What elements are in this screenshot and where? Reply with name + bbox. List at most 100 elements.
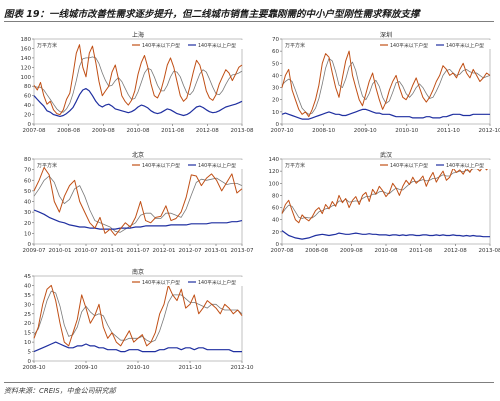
- wuhan-series-small-unit: [281, 164, 491, 224]
- shenzhen-legend-label-large-unit: 140平米以上户型: [446, 42, 484, 49]
- beijing-y-tick-label: 60: [24, 178, 31, 184]
- beijing-y-tick-label: 20: [24, 221, 31, 227]
- beijing-legend-label-large-unit: 140平米以上户型: [198, 162, 236, 169]
- beijing-x-tick-label: 2011-01: [101, 248, 124, 254]
- beijing-x-tick-label: 2009-07: [23, 248, 46, 254]
- wuhan-legend-label-small-unit: 140平米以下户型: [390, 162, 428, 169]
- shenzhen-series-large-unit: [281, 108, 490, 120]
- shanghai-x-tick-label: 2009-08: [92, 128, 115, 134]
- wuhan-x-tick-label: 2009-08: [340, 248, 363, 254]
- shanghai-x-tick-label: 2008-08: [57, 128, 80, 134]
- shenzhen-y-tick-label: 50: [272, 61, 279, 67]
- nanjing-legend-label-small-unit: 140平米以下户型: [142, 279, 180, 286]
- wuhan-y-tick-label: 20: [272, 230, 279, 236]
- wuhan-y-axis-label: 万平方米: [285, 162, 305, 169]
- shenzhen-legend-label-small-unit: 140平米以下户型: [390, 42, 428, 49]
- beijing-y-tick-label: 70: [24, 168, 31, 174]
- shanghai-series-small-unit-average: [33, 56, 243, 113]
- nanjing-y-tick-label: 40: [24, 283, 31, 289]
- shenzhen-y-tick-label: 10: [272, 110, 279, 116]
- shanghai-y-tick-label: 20: [24, 113, 31, 119]
- beijing-y-tick-label: 50: [24, 189, 31, 195]
- wuhan-y-tick-label: 140: [269, 157, 280, 163]
- shenzhen-y-tick-label: 70: [272, 37, 279, 43]
- shenzhen-x-tick-label: 2012-10: [479, 128, 500, 134]
- beijing-chart-title: 北京: [132, 151, 144, 159]
- beijing-y-tick-label: 80: [24, 157, 31, 163]
- nanjing-y-tick-label: 10: [24, 340, 31, 346]
- beijing-x-tick-label: 2012-01: [153, 248, 176, 254]
- beijing-series-small-unit: [33, 167, 243, 236]
- shenzhen-y-tick-label: 40: [272, 73, 279, 79]
- nanjing-plot-frame: [33, 275, 243, 362]
- nanjing-series-small-unit-average: [33, 290, 243, 343]
- shenzhen-y-axis-label: 万平方米: [285, 42, 305, 49]
- shanghai-y-tick-label: 180: [21, 37, 32, 43]
- wuhan-series-small-unit-average: [281, 167, 491, 219]
- wuhan-x-tick-label: 2011-08: [409, 248, 432, 254]
- shanghai-x-tick-label: 2012-08: [196, 128, 219, 134]
- beijing-x-tick-label: 2013-07: [231, 248, 254, 254]
- nanjing-chart: 0 5 10 15 20 25 30 35 40 45 2008-10 2009-10 2010-10 2…: [23, 268, 254, 371]
- wuhan-y-tick-label: 0: [276, 242, 280, 248]
- beijing-x-tick-label: 2013-01: [205, 248, 228, 254]
- shenzhen-y-tick-label: 60: [272, 49, 279, 55]
- beijing-y-tick-label: 40: [24, 200, 31, 206]
- beijing-legend: [129, 160, 243, 169]
- beijing-y-tick-label: 30: [24, 210, 31, 216]
- nanjing-y-tick-label: 45: [24, 274, 31, 280]
- beijing-series-small-unit-average: [33, 175, 243, 233]
- shenzhen-chart: 0 10 20 30 40 50 60 70 2007-10 2008-10 2009-10 2010…: [271, 31, 500, 134]
- nanjing-legend: [129, 277, 243, 286]
- shanghai-y-tick-label: 140: [21, 56, 32, 62]
- shanghai-y-tick-label: 120: [21, 65, 32, 71]
- beijing-legend-label-small-unit: 140平米以下户型: [142, 162, 180, 169]
- source-note: 资料来源：CREIS，中金公司研究部: [4, 387, 116, 395]
- shanghai-y-tick-label: 60: [24, 94, 31, 100]
- shanghai-chart-title: 上海: [132, 31, 144, 39]
- shanghai-x-tick-label: 2007-08: [23, 128, 46, 134]
- shanghai-x-tick-label: 2010-08: [127, 128, 150, 134]
- beijing-y-tick-label: 0: [28, 242, 32, 248]
- nanjing-y-tick-label: 30: [24, 302, 31, 308]
- wuhan-y-tick-label: 60: [272, 206, 279, 212]
- shanghai-series-small-unit: [33, 44, 243, 116]
- wuhan-x-tick-label: 2012-08: [444, 248, 467, 254]
- shenzhen-series-small-unit-average: [281, 58, 491, 115]
- source-rule: [4, 382, 494, 383]
- nanjing-y-tick-label: 20: [24, 321, 31, 327]
- wuhan-legend-label-large-unit: 140平米以上户型: [446, 162, 484, 169]
- wuhan-legend: [377, 160, 491, 169]
- shenzhen-x-tick-label: 2009-10: [354, 128, 377, 134]
- nanjing-chart-title: 南京: [132, 268, 144, 276]
- nanjing-series-small-unit: [33, 284, 243, 347]
- shenzhen-y-tick-label: 30: [272, 86, 279, 92]
- shenzhen-series-small-unit: [281, 50, 491, 118]
- wuhan-chart-title: 武汉: [380, 151, 392, 159]
- shenzhen-x-tick-label: 2011-10: [437, 128, 460, 134]
- shanghai-y-tick-label: 160: [21, 46, 32, 52]
- shenzhen-plot-frame: [281, 38, 491, 125]
- nanjing-y-tick-label: 35: [24, 293, 31, 299]
- shanghai-y-tick-label: 0: [28, 122, 32, 128]
- nanjing-y-tick-label: 5: [28, 350, 32, 356]
- shanghai-series-large-unit: [33, 87, 243, 118]
- shanghai-chart: 0 20 40 60 80 100 120 140 160 180 2007-08 2008-08 20…: [21, 31, 254, 134]
- wuhan-x-tick-label: 2008-08: [305, 248, 328, 254]
- nanjing-y-tick-label: 15: [24, 331, 31, 337]
- shenzhen-legend: [377, 40, 491, 49]
- nanjing-legend-label-large-unit: 140平米以上户型: [198, 279, 236, 286]
- shanghai-legend: [129, 40, 243, 49]
- beijing-x-tick-label: 2012-07: [179, 248, 202, 254]
- shenzhen-y-tick-label: 20: [272, 98, 279, 104]
- shanghai-y-tick-label: 40: [24, 103, 31, 109]
- title-rule: [4, 21, 494, 22]
- nanjing-series-large-unit: [33, 341, 242, 353]
- beijing-x-tick-label: 2011-07: [127, 248, 150, 254]
- beijing-x-tick-label: 2010-01: [49, 248, 72, 254]
- wuhan-y-tick-label: 80: [272, 193, 279, 199]
- nanjing-y-tick-label: 0: [28, 359, 32, 365]
- shanghai-x-tick-label: 2013-08: [231, 128, 254, 134]
- wuhan-y-tick-label: 120: [269, 169, 280, 175]
